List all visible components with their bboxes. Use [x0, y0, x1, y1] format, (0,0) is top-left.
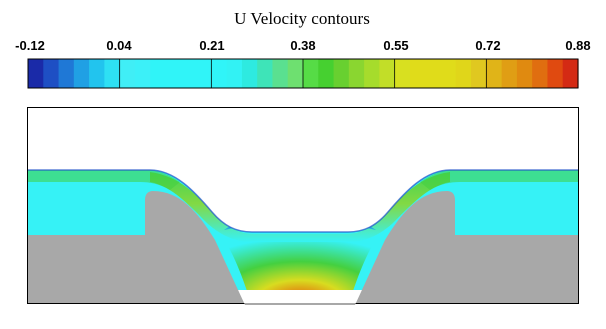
wall-layer-contour — [28, 170, 180, 190]
colorbar-band — [440, 59, 457, 88]
colorbar-band — [348, 59, 365, 88]
colorbar-band — [486, 59, 503, 88]
tick-label: 0.38 — [290, 38, 315, 53]
colorbar-band — [394, 59, 411, 88]
colorbar-frame — [27, 58, 579, 89]
colorbar-band — [150, 59, 167, 88]
colorbar-band — [303, 59, 319, 88]
colorbar-band — [547, 59, 564, 88]
colorbar-band — [409, 59, 426, 88]
colorbar-tick-labels: -0.12 0.04 0.21 0.38 0.55 0.72 0.88 — [15, 38, 590, 53]
colorbar-band — [28, 59, 44, 88]
colorbar-band — [104, 59, 121, 88]
colorbar-band — [532, 59, 549, 88]
colorbar-band — [241, 59, 258, 88]
colorbar-band — [73, 59, 90, 88]
tick-label: -0.12 — [15, 38, 45, 53]
tick-label: 0.55 — [383, 38, 408, 53]
colorbar-band — [333, 59, 350, 88]
colorbar-band — [89, 59, 105, 88]
free-surface-line — [28, 169, 578, 233]
colorbar-band — [165, 59, 182, 88]
colorbar-band — [455, 59, 472, 88]
legend-title: U Velocity contours — [234, 9, 370, 28]
colorbar-band — [501, 59, 518, 88]
colorbar-band — [119, 59, 136, 88]
colorbar-band — [425, 59, 442, 88]
colorbar-band — [287, 59, 304, 88]
colorbar-band — [379, 59, 396, 88]
colorbar-band — [58, 59, 75, 88]
colorbar-band — [364, 59, 380, 88]
colorbar-band — [257, 59, 274, 88]
tick-label: 0.04 — [106, 38, 132, 53]
colorbar-band — [180, 59, 197, 88]
colorbar-band — [43, 59, 60, 88]
wall-layer-contour — [420, 170, 578, 190]
solid-bed — [28, 191, 578, 305]
colorbar-band — [134, 59, 151, 88]
colorbar-band — [471, 59, 487, 88]
colorbar — [27, 58, 579, 89]
colorbar-band — [516, 59, 533, 88]
flow-domain — [27, 107, 579, 305]
tick-label: 0.21 — [199, 38, 224, 53]
colorbar-band — [562, 59, 579, 88]
colorbar-band — [226, 59, 243, 88]
colorbar-band — [272, 59, 289, 88]
colorbar-band — [196, 59, 212, 88]
colorbar-band — [318, 59, 335, 88]
colorbar-band — [211, 59, 228, 88]
tick-label: 0.88 — [565, 38, 590, 53]
tick-label: 0.72 — [475, 38, 500, 53]
